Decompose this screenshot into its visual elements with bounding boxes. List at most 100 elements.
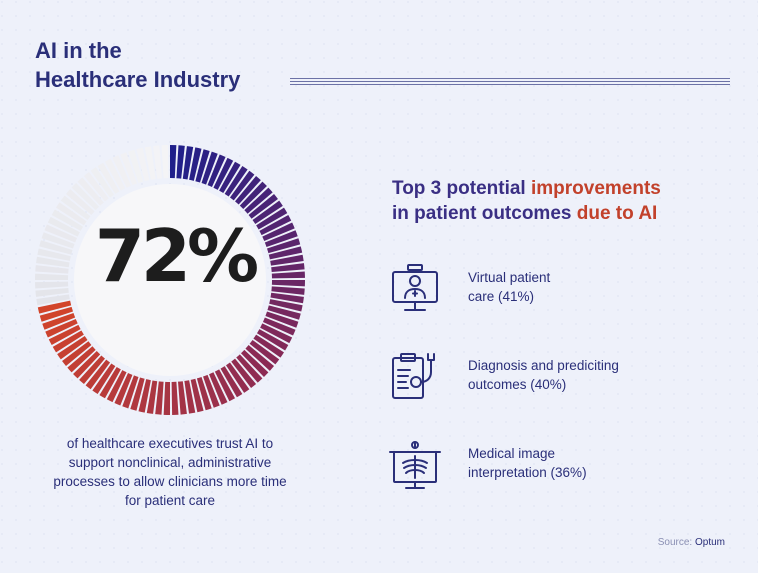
donut-remainder-segment: [97, 162, 120, 194]
donut-value-segment: [114, 372, 133, 406]
clipboard-stethoscope-icon: [392, 353, 435, 399]
donut-value-segment: [213, 157, 234, 190]
title-divider: [290, 78, 730, 88]
improvement-item-diagnosis: Diagnosis and prediciting outcomes (40%): [388, 350, 728, 410]
donut-value-segment: [256, 207, 288, 230]
donut-value-segment: [189, 147, 202, 181]
donut-value-segment: [259, 214, 292, 236]
donut-value-segment: [79, 355, 105, 385]
donut-remainder-segment: [56, 202, 87, 226]
donut-value-segment: [52, 330, 84, 353]
donut-value-segment: [203, 374, 220, 408]
donut-value-segment: [190, 378, 204, 413]
donut-value-segment: [184, 380, 196, 414]
donut-remainder-segment: [39, 240, 73, 255]
donut-value-segment: [236, 354, 263, 383]
donut-value-segment: [271, 286, 305, 295]
telemedicine-doctor-monitor-icon: [392, 264, 438, 311]
improvement-item-virtual-care: Virtual patient care (41%): [388, 262, 728, 322]
donut-value-segment: [253, 334, 284, 358]
donut-remainder-segment: [136, 147, 150, 182]
heading-line2-start: in patient outcomes: [392, 203, 577, 224]
improvement-label-diagnosis: Diagnosis and prediciting outcomes (40%): [468, 358, 619, 392]
donut-value-segment: [240, 349, 269, 377]
donut-value-segment: [271, 263, 305, 272]
donut-value-segment: [92, 363, 116, 394]
donut-value-segment: [226, 362, 250, 393]
donut-value-segment: [244, 187, 273, 214]
donut-value-segment: [130, 377, 145, 411]
donut-value-segment: [45, 319, 78, 338]
donut-remainder-segment: [36, 294, 70, 306]
donut-value-segment: [224, 166, 248, 197]
donut-value-segment: [260, 323, 293, 344]
donut-value-segment: [262, 317, 296, 336]
source-name: Optum: [694, 537, 725, 548]
donut-value-segment: [231, 358, 257, 388]
donut-value-segment: [269, 299, 303, 312]
donut-remainder-segment: [35, 288, 69, 297]
heading-line1-start: Top 3 potential: [392, 178, 531, 199]
donut-value-segment: [252, 200, 283, 224]
donut-value-segment: [207, 154, 226, 188]
donut-value-segment: [229, 170, 255, 201]
heading-line1-accent: improvements: [530, 178, 661, 199]
donut-remainder-segment: [35, 265, 69, 274]
donut-value-segment: [209, 372, 228, 405]
donut-remainder-segment: [153, 145, 162, 179]
donut-value-segment: [239, 181, 267, 210]
donut-remainder-segment: [112, 155, 131, 188]
donut-value-segment: [57, 336, 88, 360]
donut-value-segment: [122, 375, 139, 409]
donut-value-segment: [270, 254, 304, 266]
donut-value-segment: [265, 311, 299, 328]
donut-caption: of healthcare executives trust AI to sup…: [53, 436, 287, 508]
donut-remainder-segment: [161, 145, 169, 179]
xray-scan-icon: [389, 441, 441, 489]
donut-value-segment: [163, 381, 170, 415]
donut-value-segment: [196, 377, 212, 411]
donut-remainder-segment: [35, 281, 69, 289]
donut-remainder-segment: [65, 189, 95, 215]
donut-value-segment: [264, 230, 298, 247]
donut-value-segment: [48, 324, 81, 346]
donut-value-segment: [106, 370, 127, 403]
donut-remainder-segment: [144, 146, 156, 180]
donut-remainder-segment: [35, 273, 69, 280]
improvement-label-imaging: Medical image interpretation (36%): [468, 446, 587, 480]
donut-remainder-segment: [37, 248, 71, 261]
donut-value-segment: [42, 313, 76, 330]
donut-remainder-segment: [44, 224, 78, 243]
donut-value-segment: [178, 381, 187, 415]
donut-value-segment: [171, 381, 179, 415]
source-prefix: Source:: [657, 537, 695, 548]
donut-value-segment: [62, 341, 92, 367]
donut-value-segment: [219, 161, 241, 194]
donut-value-segment: [99, 366, 121, 399]
donut-value-segment: [235, 175, 261, 205]
donut-remainder-segment: [51, 209, 84, 231]
donut-remainder-segment: [47, 216, 80, 237]
donut-value-segment: [201, 151, 218, 185]
donut-value-segment: [268, 246, 303, 260]
donut-value-segment: [146, 380, 158, 414]
donut-value-segment: [220, 366, 243, 398]
page-title: AI in the Healthcare Industry: [35, 38, 241, 92]
donut-remainder-segment: [71, 183, 100, 211]
donut-remainder-segment: [128, 149, 144, 183]
donut-value-segment: [267, 305, 301, 320]
donut-chart: [35, 145, 305, 415]
donut-value-segment: [39, 306, 73, 322]
donut-value-segment: [37, 300, 72, 314]
donut-value-segment: [256, 329, 289, 351]
donut-remainder-segment: [90, 167, 114, 198]
improvement-item-imaging: Medical image interpretation (36%): [388, 438, 728, 498]
donut-value-segment: [248, 193, 278, 219]
donut-value-segment: [176, 145, 185, 179]
donut-value-segment: [182, 146, 194, 180]
donut-value-segment: [155, 381, 164, 415]
donut-value-segment: [73, 350, 101, 379]
donut-value-segment: [195, 149, 210, 183]
donut-value-segment: [271, 280, 305, 287]
donut-remainder-segment: [41, 232, 75, 249]
